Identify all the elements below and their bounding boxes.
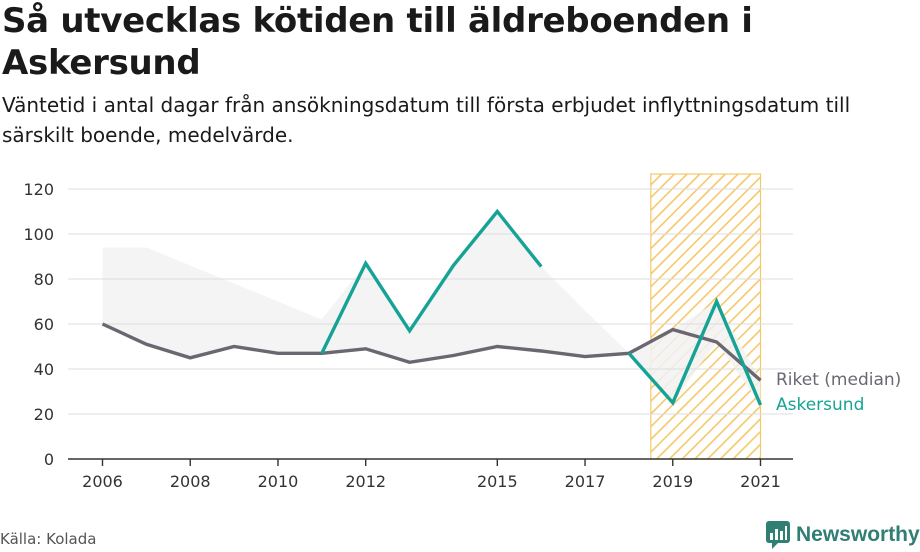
y-tick-label: 120 — [23, 180, 54, 199]
chart-subtitle: Väntetid i antal dagar från ansökningsda… — [2, 93, 851, 147]
range-band — [102, 211, 761, 405]
x-tick-label: 2012 — [345, 472, 386, 491]
chart-title: Så utvecklas kötiden till äldreboenden i… — [2, 1, 753, 83]
y-tick-label: 20 — [34, 405, 54, 424]
x-tick-label: 2021 — [740, 472, 781, 491]
y-tick-label: 100 — [23, 225, 54, 244]
series-askersund-line — [320, 208, 543, 355]
x-tick-label: 2015 — [477, 472, 518, 491]
series-label-riket: Riket (median) — [776, 370, 901, 390]
source-note: Källa: Kolada — [0, 530, 97, 548]
x-tick-label: 2017 — [565, 472, 606, 491]
brand-logo: Newsworthy — [766, 520, 920, 550]
series-label-askersund: Askersund — [776, 395, 864, 415]
chart-bubble-icon — [766, 521, 790, 549]
x-tick-label: 2006 — [82, 472, 123, 491]
y-tick-label: 60 — [34, 315, 54, 334]
series-riket-line — [101, 322, 762, 382]
y-tick-label: 80 — [34, 270, 54, 289]
x-tick-label: 2010 — [258, 472, 299, 491]
brand-name: Newsworthy — [796, 523, 920, 546]
y-tick-label: 0 — [44, 450, 54, 469]
line-chart: 0 20 40 60 80 100 120 2006 2008 2010 2012 2015 2017… — [23, 173, 901, 491]
series-askersund-line — [627, 297, 763, 406]
x-tick-label: 2008 — [170, 472, 211, 491]
x-tick-label: 2019 — [652, 472, 693, 491]
y-tick-label: 40 — [34, 360, 54, 379]
